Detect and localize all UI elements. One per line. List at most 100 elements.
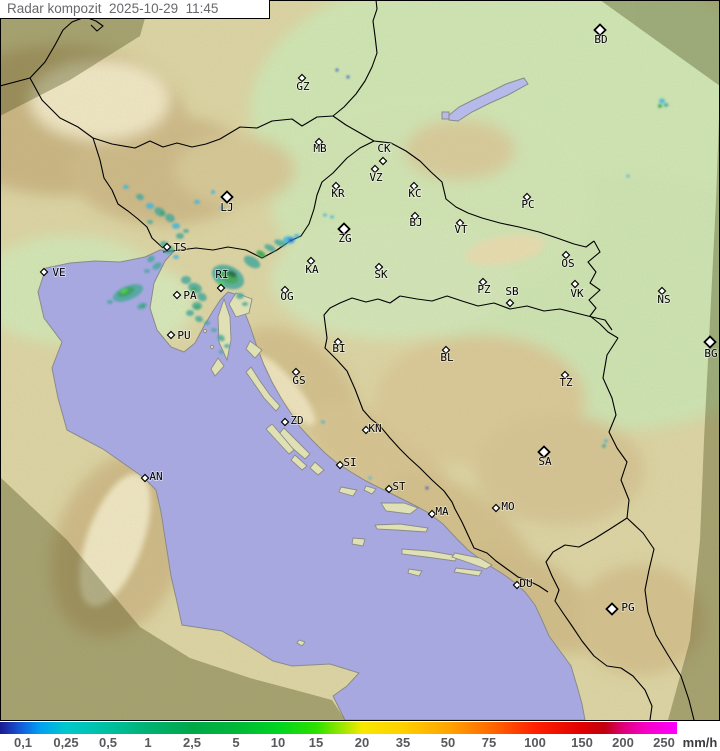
city-diamond-icon <box>427 509 437 519</box>
legend-tick-0,5: 0,5 <box>98 735 118 750</box>
city-diamond-icon <box>162 242 172 252</box>
legend-tick-0,1: 0,1 <box>13 735 33 750</box>
city-label: TS <box>173 241 186 254</box>
city-diamond-icon <box>291 367 301 377</box>
radar-cell <box>425 486 429 490</box>
city-label: KN <box>368 422 381 435</box>
map-title: Radar kompozit 2025-10-29 11:45 <box>0 0 270 19</box>
radar-cell <box>626 174 630 178</box>
city-label: PA <box>183 289 197 302</box>
city-label: MB <box>313 142 327 155</box>
city-label: MA <box>435 505 449 518</box>
legend-tick-50: 50 <box>440 735 456 750</box>
city-TZ: TZ <box>559 370 574 390</box>
city-MB: MB <box>313 137 328 156</box>
city-label: VK <box>570 287 584 300</box>
city-SA: SA <box>537 445 553 469</box>
city-KC: KC <box>408 181 422 201</box>
city-GS: GS <box>291 367 306 388</box>
city-diamond-icon <box>570 279 580 289</box>
city-label: GS <box>292 374 305 387</box>
city-diamond-icon <box>605 602 619 616</box>
city-diamond-icon <box>505 298 515 308</box>
legend-tick-2,5: 2,5 <box>182 735 202 750</box>
city-KA: KA <box>305 256 320 277</box>
city-MA: MA <box>427 504 450 519</box>
radar-cell <box>227 270 237 278</box>
radar-cell <box>181 276 191 284</box>
radar-cell <box>323 213 327 217</box>
city-diamond-icon <box>166 330 176 340</box>
radar-cell <box>604 439 608 443</box>
radar-cell <box>220 206 224 210</box>
city-label: CK <box>377 142 391 155</box>
radar-cell <box>659 98 665 104</box>
city-diamond-icon <box>593 23 607 37</box>
city-diamond-icon <box>657 286 667 296</box>
city-diamond-icon <box>703 335 717 349</box>
city-label: PU <box>177 329 190 342</box>
city-diamond-icon <box>140 473 150 483</box>
city-label: OS <box>561 257 574 270</box>
city-NS: NS <box>657 286 671 307</box>
city-OG: OG <box>280 285 294 304</box>
city-label: PG <box>621 601 634 614</box>
radar-range-shadow <box>0 0 720 720</box>
city-label: KR <box>331 187 345 200</box>
legend-tick-5: 5 <box>232 735 240 750</box>
city-diamond-icon <box>335 460 345 470</box>
city-diamond-icon <box>361 425 371 435</box>
city-diamond-icon <box>512 580 522 590</box>
radar-cell <box>195 315 203 323</box>
radar-cell <box>658 104 662 108</box>
city-VT: VT <box>454 218 469 237</box>
city-label: LJ <box>220 201 233 214</box>
city-diamond-icon <box>409 181 419 191</box>
legend-tick-1: 1 <box>144 735 152 750</box>
city-label: VT <box>454 223 468 236</box>
city-GZ: GZ <box>296 73 311 94</box>
city-label: MO <box>501 500 514 513</box>
radar-cell <box>274 239 286 247</box>
city-CK: CK <box>377 141 392 166</box>
city-diamond-icon <box>384 484 394 494</box>
radar-cell <box>147 220 153 224</box>
radar-cell <box>335 68 339 72</box>
city-RI: RI <box>215 267 229 293</box>
city-diamond-icon <box>441 345 451 355</box>
radar-cell <box>224 344 230 348</box>
city-BD: BD <box>593 23 608 47</box>
city-label: SK <box>374 268 388 281</box>
city-diamond-icon <box>378 156 388 166</box>
city-VK: VK <box>570 279 585 301</box>
radar-cell <box>147 255 155 263</box>
radar-cell <box>243 255 261 269</box>
radar-cell <box>236 293 244 299</box>
radar-cell <box>368 476 372 480</box>
radar-cell <box>330 215 334 219</box>
city-diamond-icon <box>306 256 316 266</box>
city-DU: DU <box>512 576 533 591</box>
legend-tick-100: 100 <box>524 735 546 750</box>
radar-cell <box>197 292 207 302</box>
city-label: DU <box>519 577 532 590</box>
city-diamond-icon <box>491 503 501 513</box>
city-KR: KR <box>331 181 346 201</box>
radar-cell <box>602 444 606 448</box>
city-label: OG <box>280 290 293 303</box>
legend-colorbar <box>0 722 677 734</box>
city-diamond-icon <box>280 285 290 295</box>
city-diamond-icon <box>39 267 49 277</box>
lake-balaton <box>447 77 529 122</box>
city-label: KA <box>305 263 319 276</box>
city-TS: TS <box>162 240 187 255</box>
city-KN: KN <box>361 421 382 436</box>
map-canvas: VE TS PU PA RI LJ GZ MB CK VZ KR KC ZG BJ VT PC BD KA SK OG… <box>0 0 720 721</box>
radar-cell <box>144 269 150 273</box>
city-BG: BG <box>703 335 718 361</box>
radar-map: VE TS PU PA RI LJ GZ MB CK VZ KR KC ZG BJ VT PC BD KA SK OG… <box>0 0 720 721</box>
legend-tick-150: 150 <box>571 735 593 750</box>
city-LJ: LJ <box>220 190 234 215</box>
city-label: AN <box>149 470 162 483</box>
